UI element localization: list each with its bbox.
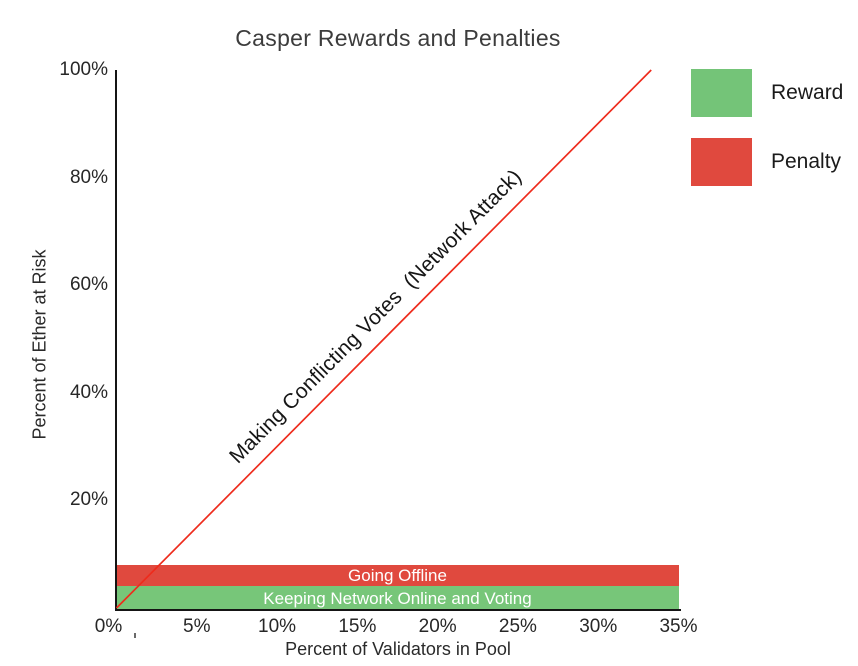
x-tick-label: 25%: [498, 616, 537, 637]
x-axis-line: [115, 608, 681, 611]
x-tick-label: 15%: [338, 616, 377, 637]
band-label: Going Offline: [348, 566, 447, 586]
legend-item-reward: Reward: [691, 69, 843, 117]
chart-title: Casper Rewards and Penalties: [235, 25, 561, 51]
y-tick-label: 20%: [69, 489, 108, 511]
x-tick-label: 10%: [258, 616, 297, 637]
y-axis-line: [115, 70, 117, 610]
y-tick-label: 100%: [59, 59, 108, 80]
legend-item-penalty: Penalty: [691, 138, 841, 186]
legend-swatch-reward: [691, 69, 752, 117]
y-tick-label: 40%: [69, 381, 108, 403]
y-tick-label: 80%: [69, 166, 108, 188]
x-tick-label: 20%: [418, 616, 457, 637]
x-tick-label: 5%: [183, 616, 211, 637]
penalty-line-label: Making Conflicting Votes (Network Attack…: [225, 165, 527, 469]
penalty-band: Going Offline: [116, 564, 679, 587]
y-tick-label: 60%: [69, 274, 108, 296]
reward-band: Keeping Network Online and Voting: [116, 586, 679, 610]
band-label: Keeping Network Online and Voting: [263, 588, 532, 608]
legend-label: Penalty: [771, 150, 842, 173]
x-axis-minor-tick: [134, 633, 136, 638]
y-axis-title: Percent of Ether at Risk: [29, 249, 50, 440]
x-tick-label: 30%: [579, 616, 618, 637]
x-tick-label: 35%: [659, 616, 698, 637]
legend-swatch-penalty: [691, 138, 752, 186]
x-tick-label: 0%: [94, 616, 123, 637]
x-axis-title: Percent of Validators in Pool: [285, 639, 511, 659]
legend-label: Reward: [771, 81, 844, 104]
penalty-line: [115, 69, 652, 609]
